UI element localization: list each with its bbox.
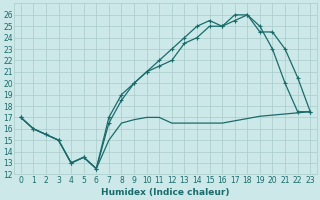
X-axis label: Humidex (Indice chaleur): Humidex (Indice chaleur) (101, 188, 230, 197)
